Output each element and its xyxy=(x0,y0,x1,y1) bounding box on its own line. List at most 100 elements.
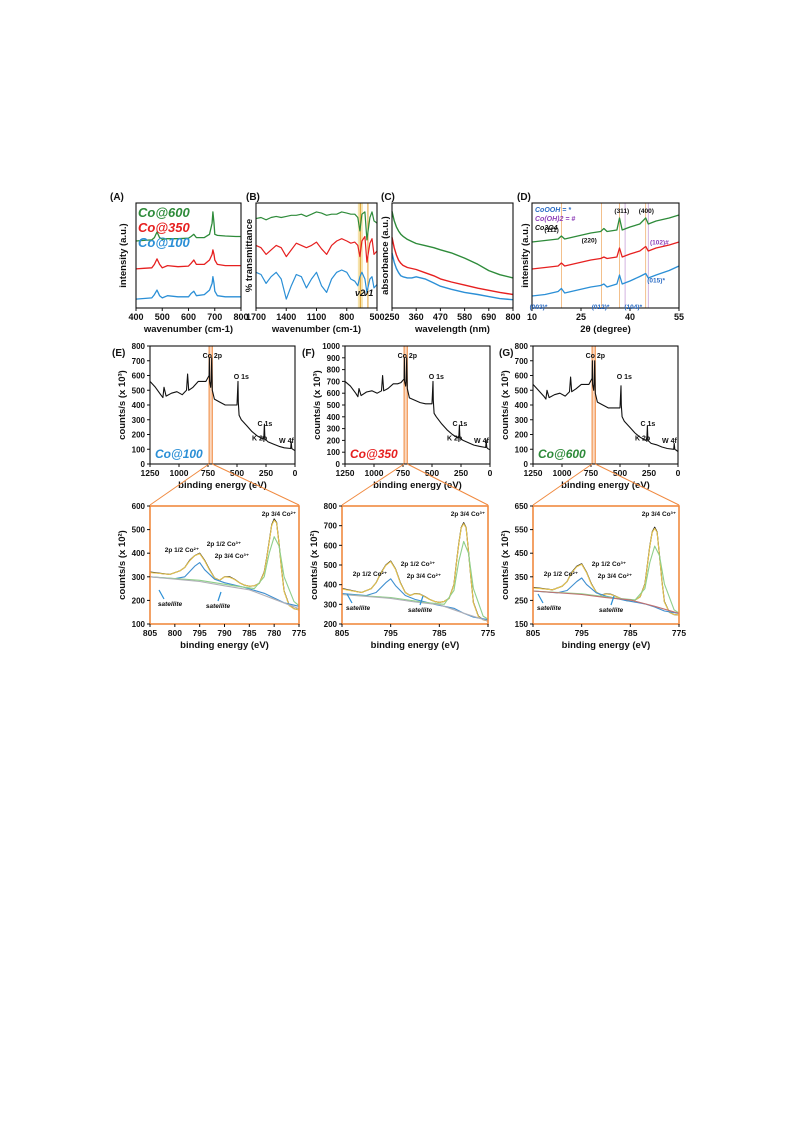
x-tick-label: 750 xyxy=(584,468,598,478)
series-line-4 xyxy=(149,576,300,610)
panel-survey-4: 1250 1000 750 500 250 0 0 100 200 300 400 500 600 700… xyxy=(112,342,300,506)
x-tick-label: 1000 xyxy=(365,468,384,478)
series-line-4 xyxy=(341,593,489,622)
series-line-co-600 xyxy=(391,211,514,279)
peak-label: Co 2p xyxy=(398,353,417,360)
y-tick-label: 400 xyxy=(515,401,529,410)
series-line-co-100 xyxy=(531,265,680,297)
peak-label: Co 2p xyxy=(586,353,605,360)
legend-entry: Co3O4 xyxy=(535,225,558,232)
y-tick-label: 200 xyxy=(132,431,146,440)
panel-label: (B) xyxy=(246,192,260,203)
legend-entry: CoOOH = * xyxy=(535,207,571,214)
series-line-co-350 xyxy=(255,235,378,263)
y-tick-label: 800 xyxy=(132,342,146,351)
satellite-arrow xyxy=(217,591,222,602)
series-line-co-600 xyxy=(531,214,680,243)
series-line-0 xyxy=(532,360,679,452)
x-tick-label: 1700 xyxy=(246,312,266,322)
peak-label: 2p 3/4 Co²⁺ xyxy=(407,573,442,580)
x-tick-label: 1400 xyxy=(276,312,296,322)
series-line-1 xyxy=(149,519,300,611)
series-line-2 xyxy=(532,577,680,614)
y-axis-label: % transmittance xyxy=(244,219,255,292)
peak-label: (003)* xyxy=(530,304,548,311)
x-tick-label: 500 xyxy=(425,468,439,478)
y-axis-label: counts/s (x 10³) xyxy=(312,370,323,440)
y-axis-label: intensity (a.u.) xyxy=(520,223,531,287)
x-tick-label: 500 xyxy=(613,468,627,478)
x-axis-label: 2θ (degree) xyxy=(580,324,631,335)
x-tick-label: 1000 xyxy=(170,468,189,478)
series-line-co-100 xyxy=(135,276,241,300)
peak-label: W 4f xyxy=(474,438,489,445)
x-tick-label: 785 xyxy=(242,628,256,638)
zoom-connector xyxy=(407,463,489,506)
peak-label: 2p 3/4 Co³⁺ xyxy=(215,553,250,560)
x-axis-label: binding energy (eV) xyxy=(373,480,462,491)
satellite-label: satellite xyxy=(158,601,183,608)
x-tick-label: 600 xyxy=(181,312,196,322)
panel-a: 400 500 600 700 800 (A) wavenumber (cm-1) inten… xyxy=(110,192,249,335)
peak-label: 2p 3/4 Co³⁺ xyxy=(642,511,677,518)
y-tick-label: 100 xyxy=(327,448,341,457)
x-axis-label: binding energy (eV) xyxy=(371,640,460,651)
series-line-co-100 xyxy=(255,269,378,300)
y-tick-label: 100 xyxy=(132,445,146,454)
y-tick-label: 650 xyxy=(515,502,529,511)
x-tick-label: 795 xyxy=(575,628,589,638)
x-axis-label: wavenumber (cm-1) xyxy=(271,324,361,335)
series-line-3 xyxy=(149,536,300,607)
peak-label: K 2p xyxy=(635,435,650,442)
x-tick-label: 785 xyxy=(623,628,637,638)
y-tick-label: 300 xyxy=(327,425,341,434)
panel-survey-5: 1250 1000 750 500 250 0 0 100 200 300 400 500 600 700… xyxy=(302,342,493,506)
y-tick-label: 1000 xyxy=(322,342,340,351)
peak-label: (104)* xyxy=(624,304,642,311)
y-tick-label: 400 xyxy=(327,413,341,422)
x-tick-label: 250 xyxy=(454,468,468,478)
x-axis-label: binding energy (eV) xyxy=(562,640,651,651)
x-axis-label: binding energy (eV) xyxy=(561,480,650,491)
y-tick-label: 0 xyxy=(524,460,529,469)
y-tick-label: 250 xyxy=(515,596,529,605)
y-tick-label: 400 xyxy=(132,549,146,558)
y-tick-label: 600 xyxy=(515,372,529,381)
peak-label: C 1s xyxy=(641,421,656,428)
x-tick-label: 800 xyxy=(505,312,520,322)
y-tick-label: 500 xyxy=(324,561,338,570)
y-axis-label: counts/s (x 10²) xyxy=(500,530,511,600)
y-tick-label: 300 xyxy=(324,600,338,609)
peak-label: C 1s xyxy=(258,421,273,428)
x-tick-label: 470 xyxy=(433,312,448,322)
band-annotation: ν2 xyxy=(355,288,365,298)
legend-entry: Co(OH)2 = # xyxy=(535,216,575,223)
x-tick-label: 1000 xyxy=(553,468,572,478)
peak-label: O 1s xyxy=(617,374,632,381)
x-axis-label: binding energy (eV) xyxy=(180,640,269,651)
satellite-label: satellite xyxy=(346,605,371,612)
peak-label: W 4f xyxy=(279,438,294,445)
x-tick-label: 780 xyxy=(267,628,281,638)
peak-label: 2p 3/4 Co³⁺ xyxy=(451,511,486,518)
satellite-arrow xyxy=(537,593,544,604)
x-tick-label: 805 xyxy=(526,628,540,638)
x-tick-label: 795 xyxy=(193,628,207,638)
y-tick-label: 550 xyxy=(515,526,529,535)
x-tick-label: 250 xyxy=(384,312,399,322)
y-tick-label: 300 xyxy=(132,573,146,582)
x-tick-label: 785 xyxy=(432,628,446,638)
panel-label: (E) xyxy=(112,348,125,359)
peak-label: 2p 1/2 Co²⁺ xyxy=(165,547,200,554)
series-line-1 xyxy=(341,523,489,622)
peak-label: 2p 1/2 Co²⁺ xyxy=(544,571,579,578)
x-tick-label: 1250 xyxy=(524,468,543,478)
panel-label: (C) xyxy=(381,192,395,203)
series-line-0 xyxy=(344,357,491,451)
x-tick-label: 40 xyxy=(625,312,635,322)
panel-c: 250 360 470 580 690 800 (C) wavelength (nm) abso… xyxy=(380,192,521,335)
x-tick-label: 700 xyxy=(207,312,222,322)
peak-label: (111) xyxy=(544,227,558,234)
peak-label: 2p 3/4 Co²⁺ xyxy=(262,511,297,518)
x-tick-label: 580 xyxy=(457,312,472,322)
